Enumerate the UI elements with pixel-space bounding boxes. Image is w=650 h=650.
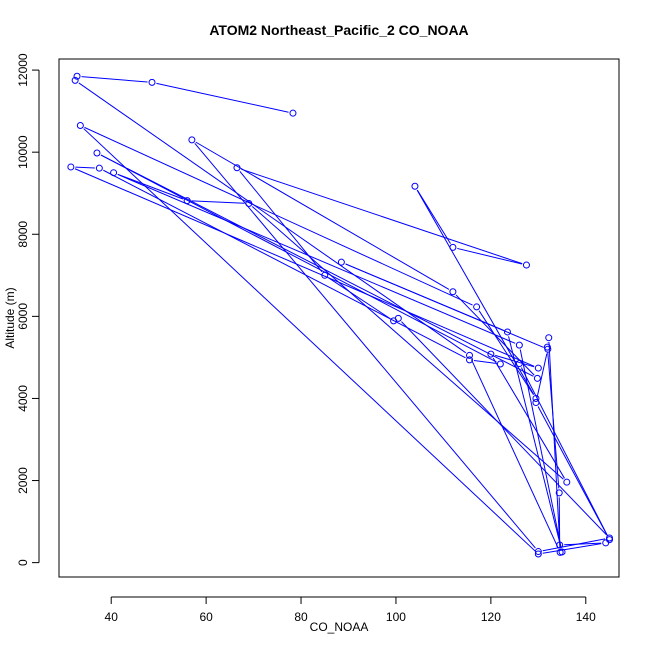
data-point — [473, 303, 481, 311]
x-tick-label: 80 — [294, 610, 308, 624]
x-axis: 40 60 80 100 120 140 — [105, 596, 596, 624]
series-segment — [117, 173, 184, 200]
series-segment — [537, 406, 608, 536]
series-segment — [100, 154, 497, 363]
data-point — [337, 258, 345, 266]
data-point — [93, 149, 101, 157]
series-segment — [519, 349, 562, 548]
series-segment — [84, 126, 473, 306]
y-tick-label: 4000 — [16, 385, 30, 412]
data-point — [606, 536, 614, 544]
data-point — [449, 288, 457, 296]
series-segment — [536, 353, 548, 399]
y-tick-label: 12000 — [16, 53, 30, 87]
data-point — [515, 341, 523, 349]
series-segment — [100, 154, 534, 377]
series-segment — [457, 247, 523, 265]
data-point — [188, 136, 196, 144]
series-segment — [75, 166, 95, 169]
series-segment — [194, 142, 536, 549]
series-segment — [520, 367, 608, 536]
x-tick-label: 140 — [576, 610, 596, 624]
series-segment — [191, 200, 245, 204]
data-point — [522, 261, 530, 269]
data-point — [245, 199, 253, 207]
data-point — [555, 489, 563, 497]
data-point — [534, 550, 542, 558]
data-point — [110, 169, 118, 177]
chart-title: ATOM2 Northeast_Pacific_2 CO_NOAA — [209, 22, 468, 38]
data-point — [148, 78, 156, 86]
series-segment — [478, 310, 534, 395]
plot-frame — [58, 58, 620, 578]
data-point — [449, 243, 457, 251]
y-tick-label: 10000 — [16, 135, 30, 169]
data-point — [321, 271, 329, 279]
data-point — [289, 109, 297, 117]
series-segment — [542, 543, 602, 554]
data-point — [411, 182, 419, 190]
data-point — [73, 72, 81, 80]
data-point — [71, 76, 79, 84]
data-point — [544, 345, 552, 353]
data-point — [466, 356, 474, 364]
data-point — [503, 328, 511, 336]
series-segment — [81, 76, 148, 83]
data-point — [534, 548, 542, 556]
data-point — [563, 478, 571, 486]
x-tick-label: 100 — [386, 610, 406, 624]
data-point — [532, 399, 540, 407]
data-point — [394, 314, 402, 322]
data-point — [67, 163, 75, 171]
series-segment — [328, 277, 391, 319]
data-point — [233, 164, 241, 172]
data-point — [556, 541, 564, 549]
y-tick-label: 0 — [16, 559, 30, 566]
series-segment — [473, 359, 496, 364]
x-axis-label: CO_NOAA — [310, 620, 369, 634]
data-point — [532, 394, 540, 402]
series-segment — [241, 168, 523, 265]
series-segment — [564, 542, 602, 546]
data-point — [534, 364, 542, 372]
data-point — [466, 351, 474, 359]
series-segment — [78, 82, 467, 354]
data-point — [95, 164, 103, 172]
y-tick-label: 2000 — [16, 467, 30, 494]
data-point — [496, 360, 504, 368]
series-segment — [542, 538, 606, 552]
data-point — [183, 197, 191, 205]
x-tick-label: 120 — [481, 610, 501, 624]
series-segment — [416, 189, 451, 244]
series-segment — [401, 321, 607, 536]
data-point — [533, 374, 541, 382]
series-segment — [548, 342, 561, 548]
y-tick-label: 8000 — [16, 221, 30, 248]
data-point — [515, 360, 523, 368]
data-point — [545, 334, 553, 342]
series-segment — [345, 263, 544, 348]
x-tick-label: 40 — [105, 610, 119, 624]
y-axis-label: Altitude (m) — [3, 287, 17, 348]
x-tick-label: 60 — [199, 610, 213, 624]
data-point — [76, 121, 84, 129]
series-segment — [156, 82, 289, 113]
series-segment — [508, 336, 562, 548]
series-segment — [547, 351, 560, 489]
series-group — [67, 72, 614, 558]
data-point — [487, 350, 495, 358]
y-tick-label: 6000 — [16, 303, 30, 330]
series-segment — [117, 173, 516, 344]
data-point — [558, 548, 566, 556]
series-segment — [195, 141, 450, 290]
series-segment — [470, 359, 559, 549]
series-segment — [74, 168, 535, 367]
y-axis: 0 2000 4000 6000 8000 10000 12000 — [16, 53, 40, 566]
series-segment — [251, 206, 564, 480]
series-segment — [103, 169, 466, 359]
